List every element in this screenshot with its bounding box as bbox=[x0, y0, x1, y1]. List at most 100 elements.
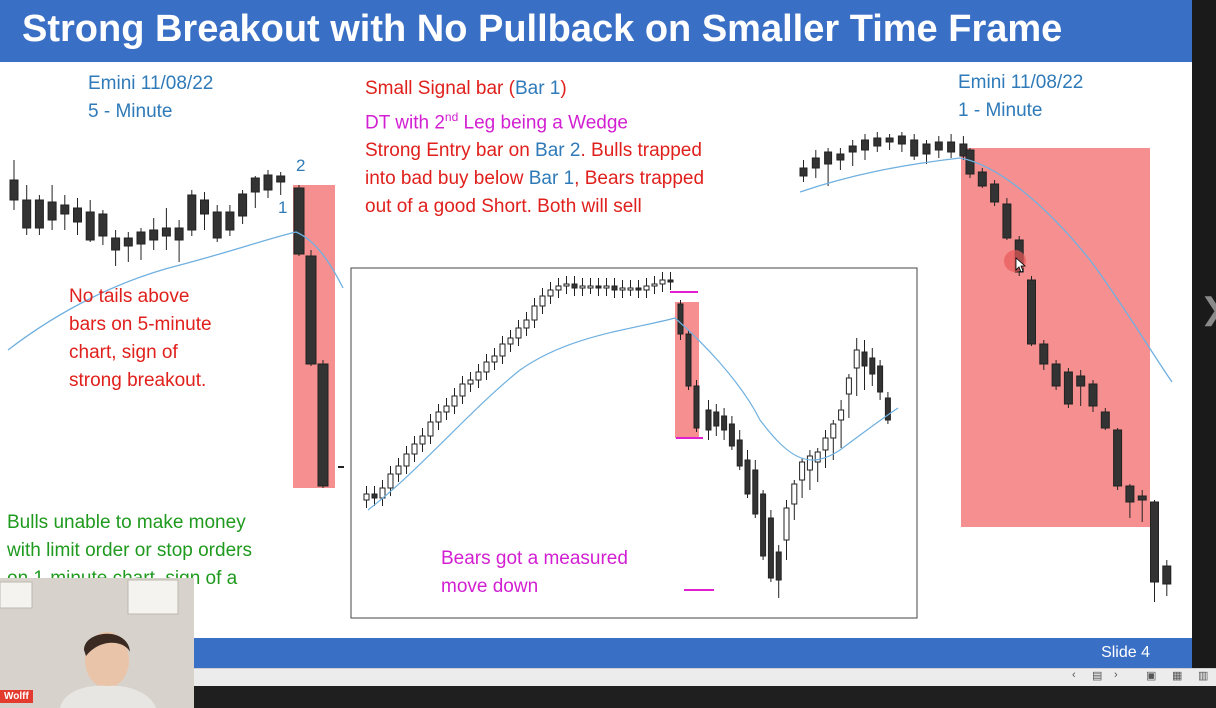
candle-body bbox=[721, 415, 728, 431]
prev-icon[interactable]: ‹ bbox=[1072, 669, 1076, 681]
candle-body bbox=[885, 137, 894, 143]
candle-body bbox=[693, 385, 700, 429]
signal-line-5: out of a good Short. Both will sell bbox=[365, 196, 642, 218]
candle-body bbox=[187, 194, 197, 231]
candle-body bbox=[1100, 411, 1110, 429]
candle-body bbox=[1125, 485, 1135, 503]
candle-body bbox=[595, 285, 602, 289]
candle-body bbox=[161, 227, 171, 237]
candle-body bbox=[922, 143, 931, 155]
candle-body bbox=[174, 227, 184, 241]
next-slide-chevron-icon[interactable]: ❯ bbox=[1200, 292, 1216, 327]
cursor-icon bbox=[1015, 257, 1027, 273]
candle-body bbox=[411, 443, 418, 455]
no-tails-line-3: chart, sign of bbox=[69, 342, 178, 363]
candle-body bbox=[1150, 501, 1159, 583]
left-chart-label: Emini 11/08/22 5 - Minute bbox=[88, 70, 213, 126]
candle-body bbox=[238, 193, 248, 217]
right-chart-label: Emini 11/08/22 1 - Minute bbox=[958, 69, 1083, 125]
candle-body bbox=[427, 421, 434, 437]
candle-body bbox=[619, 287, 626, 291]
candle-body bbox=[250, 177, 260, 193]
candle-body bbox=[897, 135, 906, 145]
viewer-right-strip bbox=[1192, 0, 1216, 708]
cursor-highlight bbox=[1004, 250, 1026, 272]
candle-body bbox=[806, 455, 813, 471]
candle-body bbox=[830, 423, 837, 439]
candle-body bbox=[836, 153, 845, 161]
no-tails-line-2: bars on 5-minute bbox=[69, 314, 212, 335]
webcam-name-tag: Wolff bbox=[0, 690, 33, 703]
next-icon[interactable]: › bbox=[1114, 669, 1118, 681]
signal-annotation: Small Signal bar (Bar 1) DT with 2nd Leg… bbox=[365, 75, 704, 221]
candle-body bbox=[728, 423, 735, 447]
signal-line-3: Strong Entry bar on Bar 2. Bulls trapped bbox=[365, 140, 702, 162]
candle-body bbox=[713, 411, 720, 427]
candle-body bbox=[507, 337, 514, 345]
presentation-slide: Strong Breakout with No Pullback on Smal… bbox=[0, 0, 1192, 668]
candle-body bbox=[571, 283, 578, 289]
right-chart-timeframe: 1 - Minute bbox=[958, 100, 1043, 121]
slide-title: Strong Breakout with No Pullback on Smal… bbox=[22, 8, 1063, 50]
candle-body bbox=[579, 285, 586, 289]
candle-body bbox=[799, 461, 806, 481]
footer-bar: Slide 4 bbox=[0, 638, 1192, 668]
normal-view-icon[interactable]: ▣ bbox=[1146, 670, 1157, 682]
candle-body bbox=[523, 319, 530, 329]
candle-body bbox=[34, 199, 44, 229]
notes-icon[interactable]: ▤ bbox=[1092, 670, 1103, 682]
candle-body bbox=[459, 383, 466, 397]
candle-body bbox=[603, 285, 610, 289]
candle-body bbox=[123, 237, 133, 247]
candle-body bbox=[990, 183, 1000, 203]
candle-body bbox=[934, 141, 943, 151]
candle-body bbox=[1063, 371, 1073, 405]
candle-body bbox=[403, 453, 410, 467]
candle-body bbox=[838, 409, 845, 421]
reading-view-icon[interactable]: ▥ bbox=[1198, 670, 1209, 682]
candle-body bbox=[643, 285, 650, 291]
no-tails-annotation: No tails above bars on 5-minute chart, s… bbox=[69, 283, 212, 395]
candle-body bbox=[475, 371, 482, 381]
candle-body bbox=[627, 287, 634, 291]
candle-body bbox=[9, 179, 19, 201]
candle-body bbox=[531, 305, 538, 321]
taskbar bbox=[0, 686, 1216, 708]
candle-body bbox=[853, 349, 860, 369]
candle-body bbox=[47, 201, 57, 221]
middle-candles bbox=[363, 272, 891, 598]
measured-move-line-2: move down bbox=[441, 576, 539, 597]
candle-body bbox=[483, 361, 490, 373]
candle-body bbox=[136, 231, 146, 245]
candle-body bbox=[848, 145, 857, 153]
candle-body bbox=[467, 379, 474, 385]
signal-line-1: Small Signal bar (Bar 1) bbox=[365, 78, 567, 99]
candle-body bbox=[752, 469, 759, 515]
presentation-toolbar: ‹ ▤ › ▣ ▦ ▥ bbox=[194, 668, 1216, 687]
bulls-line-2: with limit order or stop orders bbox=[7, 540, 252, 561]
candle-body bbox=[947, 141, 956, 153]
candle-body bbox=[451, 395, 458, 407]
candle-body bbox=[799, 167, 808, 177]
candle-body bbox=[677, 303, 684, 335]
candle-body bbox=[1051, 363, 1061, 387]
candle-body bbox=[767, 517, 774, 579]
candle-body bbox=[539, 295, 546, 307]
candle-body bbox=[317, 363, 329, 487]
bar-2-label: 2 bbox=[296, 156, 306, 175]
signal-line-2: DT with 2nd Leg being a Wedge bbox=[365, 110, 628, 134]
candle-body bbox=[73, 207, 82, 223]
bulls-line-1: Bulls unable to make money bbox=[7, 512, 246, 533]
candle-body bbox=[1027, 279, 1036, 345]
candle-body bbox=[225, 211, 235, 231]
candle-body bbox=[845, 377, 852, 395]
candle-body bbox=[1137, 495, 1147, 501]
slide-sorter-icon[interactable]: ▦ bbox=[1172, 670, 1183, 682]
candle-body bbox=[1113, 429, 1123, 487]
candle-body bbox=[387, 473, 394, 489]
candle-body bbox=[685, 333, 692, 387]
candle-body bbox=[98, 213, 108, 237]
slide-number: Slide 4 bbox=[1101, 644, 1150, 661]
candle-body bbox=[791, 483, 798, 505]
candle-body bbox=[305, 255, 317, 365]
